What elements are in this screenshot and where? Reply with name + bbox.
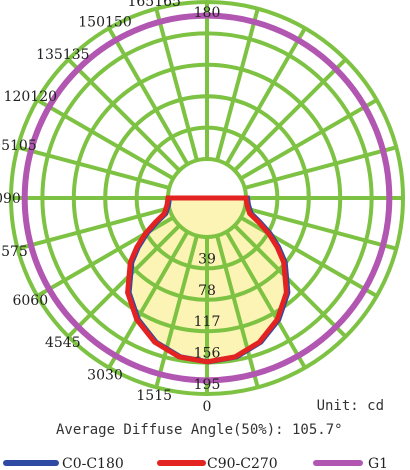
radial-tick-label: 117 [194,314,221,330]
angle-tick-label: 45 [45,335,63,351]
legend-label-c90-c270: C90-C270 [207,456,278,470]
angle-tick-label: 15 [154,388,172,404]
grid-spoke-105 [244,145,397,190]
angle-tick-label: 120 [30,89,57,105]
angle-tick-label: 135 [63,47,90,63]
grid-spoke-285 [17,206,170,251]
grid-spoke-240 [36,98,175,181]
angle-tick-label: 105 [0,138,10,154]
grid-spoke-195 [154,8,199,161]
legend: C0-C180 C90-C270 G1 [3,456,388,470]
angle-tick-label: 30 [87,368,105,384]
grid-spoke-120 [239,98,378,181]
angle-tick-label: 90 [3,191,21,207]
angle-tick-label: 30 [105,368,123,384]
angle-tick-label: 120 [4,89,31,105]
diffuse-angle-label: Average Diffuse Angle(50%): 105.7° [56,422,343,438]
grid-spoke-75 [244,206,397,251]
series-g1 [21,12,393,384]
grid-spoke-135 [233,57,348,172]
grid-spoke-45-overlay [233,224,287,339]
grid-spoke-225 [66,57,181,172]
radial-tick-label: 78 [198,283,216,299]
unit-label: Unit: cd [317,398,384,414]
angle-tick-label: 15 [136,388,154,404]
grid-spoke-210 [107,27,190,166]
axis-labels: 1801651501351201059075604530150153045607… [0,0,220,415]
grid-spoke-345-overlay [154,235,199,362]
legend-label-c0-c180: C0-C180 [62,456,124,470]
angle-tick-label: 75 [10,244,28,260]
angle-tick-label: 150 [105,14,132,30]
grid-spoke-15-overlay [215,235,260,362]
angle-tick-label: 165 [154,0,181,10]
angle-tick-label: 105 [10,138,37,154]
grid-spoke-330-overlay [127,230,190,362]
grid-spoke-165 [215,8,260,161]
angle-tick-label: 180 [194,5,221,21]
grid-spoke-255 [17,145,170,190]
grid-spoke-30-overlay [224,230,287,362]
series-c90-c270 [125,195,289,365]
angle-tick-label: 165 [127,0,154,10]
grid-spoke-315-overlay [127,224,181,339]
angle-tick-label: 75 [0,244,10,260]
legend-label-g1: G1 [368,456,388,470]
angle-tick-label: 135 [36,47,63,63]
angle-tick-label: 45 [63,335,81,351]
angle-tick-label: 150 [78,14,105,30]
series-curves [21,12,393,384]
radial-tick-label: 195 [194,377,221,393]
radial-tick-label: 156 [194,346,221,362]
grid-spoke-150 [224,27,307,166]
angle-tick-label: 60 [12,293,30,309]
angle-tick-label: 0 [203,399,212,415]
angle-tick-label: 60 [30,293,48,309]
angle-tick-label: 90 [0,191,3,207]
radial-tick-label: 39 [198,251,216,267]
